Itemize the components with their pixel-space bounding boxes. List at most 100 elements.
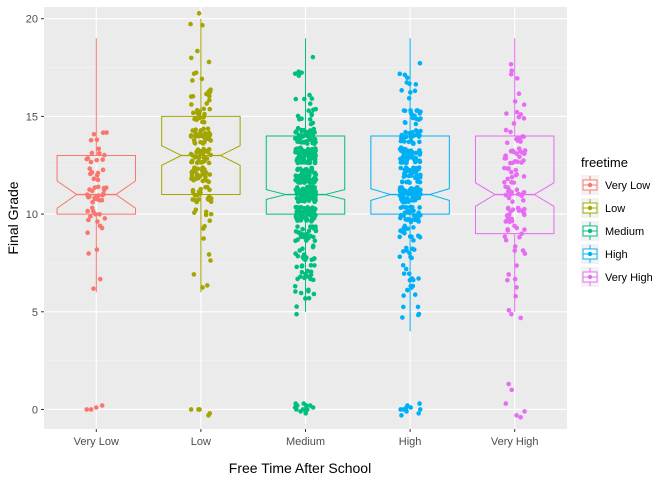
data-point (307, 92, 312, 98)
data-point (100, 167, 106, 173)
data-point (194, 160, 200, 166)
outlier-point (188, 407, 194, 412)
data-point (414, 158, 419, 163)
data-point (514, 76, 520, 81)
data-point (306, 108, 311, 113)
data-point (521, 174, 527, 179)
data-point (94, 247, 100, 252)
data-point (404, 248, 409, 253)
data-point (519, 160, 524, 165)
data-point (297, 197, 303, 202)
data-point (89, 205, 95, 211)
data-point (199, 168, 205, 173)
x-axis-title: Free Time After School (229, 460, 371, 476)
data-point (295, 139, 300, 144)
data-point (191, 197, 197, 202)
data-point (297, 217, 303, 223)
data-point (303, 167, 308, 172)
data-point (405, 196, 410, 201)
data-point (307, 101, 313, 107)
data-point (88, 171, 93, 177)
data-point (87, 166, 93, 171)
data-point (417, 60, 423, 66)
data-point (310, 184, 316, 190)
data-point (510, 160, 516, 166)
data-point (298, 179, 303, 185)
data-point (200, 119, 205, 125)
data-point (411, 225, 416, 230)
legend-title: freetime (581, 155, 628, 170)
outlier-point (197, 407, 202, 412)
data-point (408, 219, 414, 225)
data-point (401, 108, 407, 113)
data-point (311, 243, 316, 248)
data-point (201, 134, 207, 140)
data-point (95, 184, 101, 190)
data-point (414, 214, 419, 220)
data-point (406, 167, 411, 172)
data-point (522, 227, 527, 232)
data-point (413, 121, 419, 127)
data-point (292, 283, 298, 289)
data-point (517, 154, 522, 160)
data-point (298, 172, 304, 178)
data-point (89, 188, 95, 194)
data-point (401, 293, 406, 298)
data-point (312, 176, 318, 181)
data-point (206, 179, 212, 185)
data-point (97, 276, 103, 282)
data-point (408, 110, 414, 116)
data-point (207, 172, 213, 177)
data-point (522, 206, 527, 212)
data-point (294, 185, 300, 190)
data-point (518, 315, 523, 321)
data-point (402, 72, 408, 78)
outlier-point (503, 401, 509, 406)
x-tick-label: Very High (491, 436, 539, 448)
outlier-point (88, 407, 94, 412)
data-point (200, 285, 205, 290)
x-axis: Very Low Low Medium High Very High (74, 429, 539, 448)
data-point (312, 256, 317, 261)
data-point (203, 209, 209, 215)
data-point (401, 195, 407, 200)
data-point (94, 137, 100, 143)
data-point (301, 176, 307, 182)
data-point (418, 116, 423, 121)
notched-box (370, 135, 450, 215)
outlier-point (404, 405, 409, 410)
data-point (505, 176, 510, 182)
data-point (201, 236, 206, 241)
data-point (411, 238, 416, 243)
data-point (88, 137, 94, 143)
outlier-point (522, 409, 527, 414)
data-point (192, 140, 198, 146)
data-point (418, 187, 423, 193)
data-point (414, 185, 420, 190)
data-point (503, 127, 509, 133)
data-point (509, 68, 515, 73)
legend-key-point (587, 205, 593, 211)
data-point (198, 186, 203, 192)
data-point (197, 173, 203, 179)
legend-label: Very High (605, 272, 653, 284)
data-point (401, 190, 407, 195)
legend-key-point (587, 274, 593, 280)
data-point (400, 204, 406, 210)
data-point (517, 234, 522, 240)
data-point (312, 160, 318, 166)
data-point (190, 78, 195, 83)
data-point (306, 172, 312, 177)
data-point (302, 171, 307, 176)
y-tick-label: 0 (32, 404, 38, 416)
data-point (311, 152, 316, 157)
data-point (194, 117, 200, 123)
data-point (294, 205, 299, 210)
data-point (299, 160, 304, 165)
data-point (91, 176, 97, 182)
data-point (208, 138, 213, 143)
data-point (417, 205, 422, 210)
data-point (198, 128, 204, 133)
data-point (299, 264, 305, 269)
data-point (520, 198, 526, 203)
